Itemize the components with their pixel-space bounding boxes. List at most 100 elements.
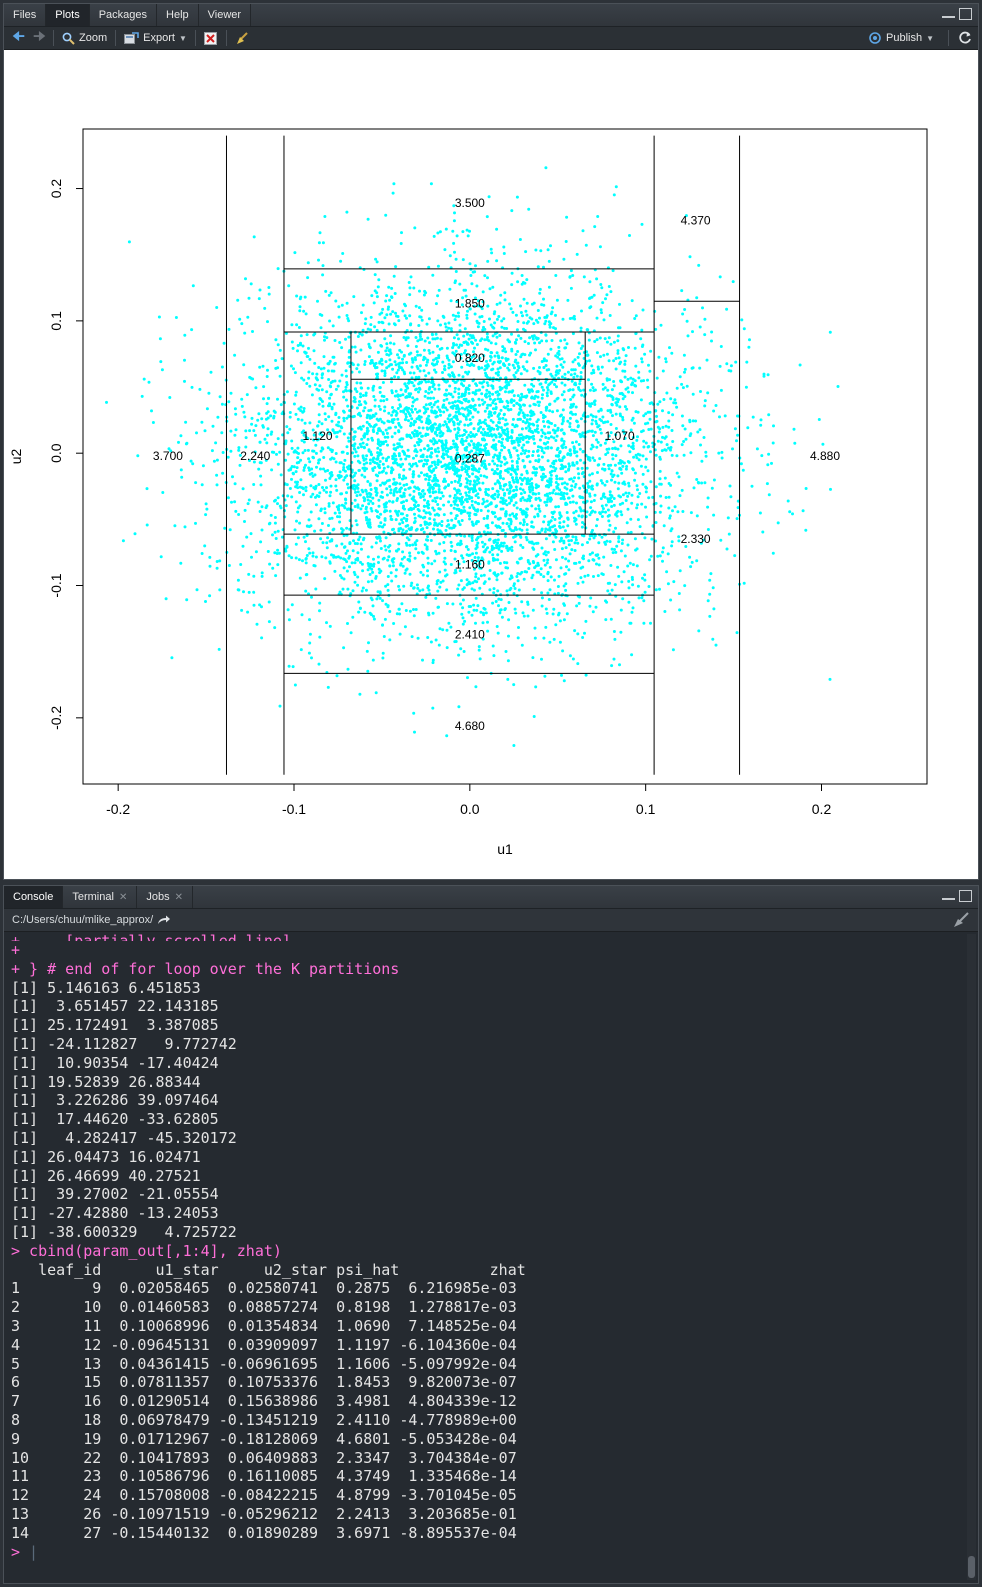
data-point (596, 574, 600, 578)
data-point (383, 369, 387, 373)
data-point (468, 482, 472, 486)
data-point (683, 370, 686, 374)
data-point (649, 480, 653, 484)
tab-viewer[interactable]: Viewer (199, 4, 252, 26)
data-point (828, 330, 832, 334)
data-point (293, 251, 297, 255)
data-point (321, 400, 324, 403)
data-point (258, 440, 262, 444)
data-point (330, 407, 334, 411)
data-point (515, 361, 519, 365)
refresh-icon[interactable] (958, 31, 972, 45)
forward-arrow-icon[interactable]: 🠊 (33, 28, 47, 44)
publish-button[interactable]: Publish ▼ (863, 32, 939, 44)
data-point (519, 452, 523, 456)
data-point (380, 394, 384, 398)
data-point (482, 517, 486, 520)
data-point (695, 478, 699, 481)
data-point (573, 317, 577, 321)
data-point (356, 583, 360, 587)
data-point (554, 429, 557, 433)
data-point (273, 626, 277, 630)
data-point (342, 419, 346, 423)
data-point (510, 332, 513, 336)
data-point (552, 607, 556, 611)
data-point (501, 507, 505, 511)
data-point (413, 226, 417, 230)
data-point (419, 515, 423, 519)
data-point (531, 573, 535, 577)
minimize-pane-button[interactable] (942, 8, 955, 18)
data-point (406, 524, 410, 527)
data-point (469, 267, 473, 271)
data-point (378, 460, 382, 463)
data-point (725, 362, 729, 366)
data-point (351, 363, 355, 367)
data-point (342, 646, 346, 650)
data-point (243, 508, 247, 512)
data-point (392, 477, 396, 481)
data-point (708, 614, 712, 618)
data-point (709, 572, 713, 576)
data-point (504, 380, 508, 384)
data-point (447, 500, 451, 504)
data-point (340, 373, 344, 377)
data-point (631, 606, 635, 610)
remove-plot-button[interactable] (199, 31, 223, 45)
data-point (286, 452, 290, 456)
data-point (611, 414, 614, 418)
data-point (621, 501, 625, 505)
data-point (454, 314, 458, 318)
data-point (536, 553, 540, 557)
data-point (525, 278, 529, 282)
data-point (409, 421, 413, 425)
data-point (378, 407, 382, 411)
data-point (407, 379, 411, 383)
data-point (372, 384, 376, 388)
data-point (415, 417, 419, 421)
data-point (618, 467, 622, 471)
data-point (295, 519, 298, 523)
data-point (474, 500, 477, 504)
data-point (597, 556, 601, 560)
data-point (345, 389, 348, 393)
data-point (443, 463, 447, 467)
data-point (592, 293, 596, 297)
tab-files[interactable]: Files (4, 4, 47, 26)
data-point (220, 431, 224, 435)
data-point (533, 403, 537, 407)
data-point (698, 325, 702, 329)
data-point (397, 398, 401, 402)
data-point (642, 414, 646, 418)
data-point (574, 412, 577, 416)
data-point (477, 645, 481, 649)
data-point (365, 492, 369, 496)
data-point (601, 301, 605, 305)
data-point (472, 336, 476, 340)
tab-packages[interactable]: Packages (90, 4, 158, 26)
clear-plots-button[interactable] (230, 31, 254, 45)
data-point (618, 459, 622, 462)
data-point (492, 591, 496, 595)
data-point (321, 273, 325, 277)
data-point (258, 510, 262, 513)
data-point (353, 498, 357, 502)
back-arrow-icon[interactable]: 🠈 (12, 28, 26, 44)
zoom-button[interactable]: Zoom (57, 32, 112, 45)
maximize-pane-button[interactable] (959, 8, 972, 20)
data-point (659, 440, 663, 444)
data-point (704, 450, 708, 454)
data-point (428, 351, 432, 355)
data-point (718, 364, 722, 368)
data-point (447, 621, 451, 625)
data-point (252, 603, 256, 607)
data-point (489, 341, 493, 345)
tab-help[interactable]: Help (157, 4, 199, 26)
data-point (380, 369, 384, 373)
tab-plots[interactable]: Plots (46, 4, 90, 26)
data-point (347, 319, 351, 323)
data-point (671, 413, 675, 417)
data-point (661, 546, 665, 550)
data-point (437, 450, 441, 454)
export-button[interactable]: Export ▼ (119, 31, 192, 45)
